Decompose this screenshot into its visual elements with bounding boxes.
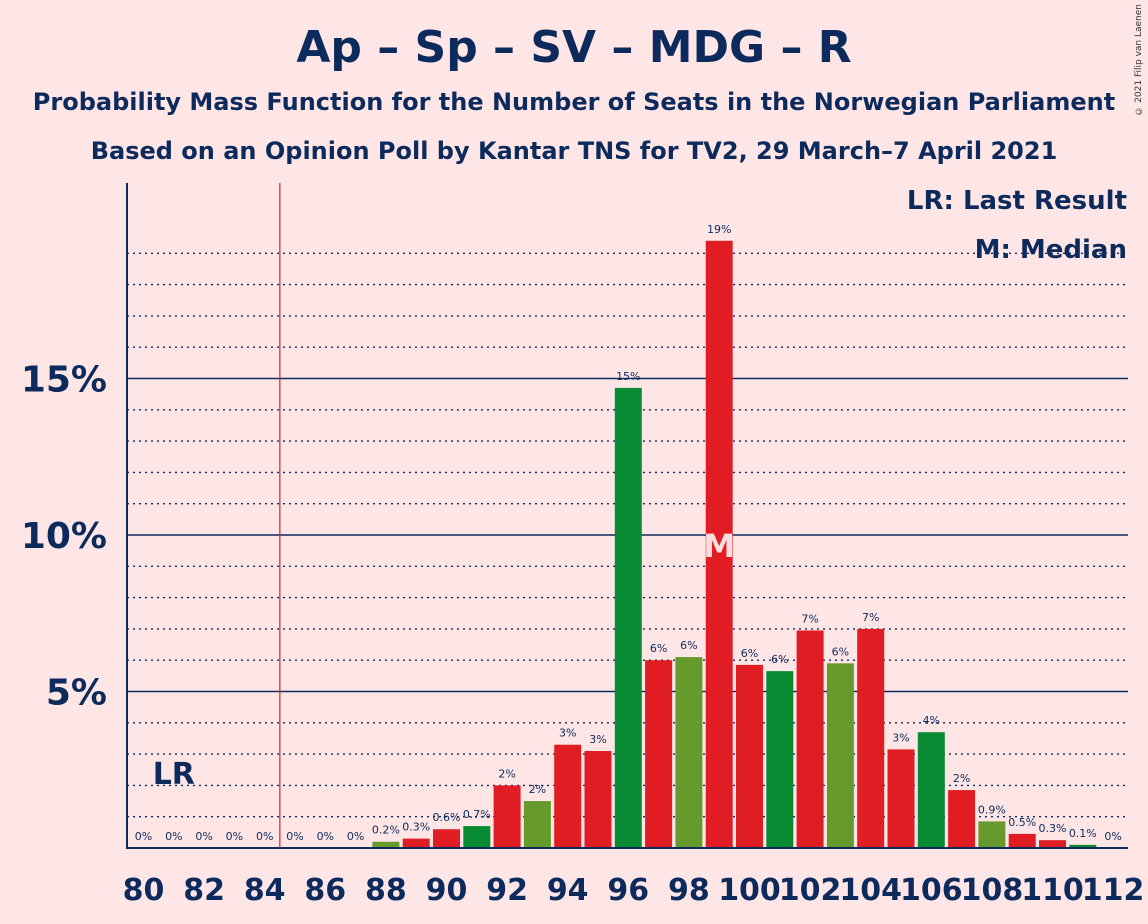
bar-label-86: 0% bbox=[317, 830, 334, 843]
legend-median: M: Median bbox=[975, 235, 1127, 265]
bar-98 bbox=[675, 657, 703, 848]
bar-label-109: 0.5% bbox=[1008, 816, 1036, 829]
x-tick-98: 98 bbox=[668, 873, 710, 908]
median-marker: M bbox=[703, 527, 735, 565]
x-tick-80: 80 bbox=[123, 873, 165, 908]
x-tick-112: 112 bbox=[1082, 873, 1145, 908]
chart-title: Ap – Sp – SV – MDG – R bbox=[296, 22, 852, 73]
bar-105 bbox=[887, 749, 915, 848]
bar-label-94: 3% bbox=[559, 727, 576, 740]
bar-103 bbox=[826, 663, 854, 848]
x-tick-92: 92 bbox=[486, 873, 528, 908]
x-tick-100: 100 bbox=[718, 873, 781, 908]
x-tick-96: 96 bbox=[607, 873, 649, 908]
x-tick-86: 86 bbox=[304, 873, 346, 908]
bar-95 bbox=[584, 750, 612, 848]
x-tick-104: 104 bbox=[839, 873, 902, 908]
bar-label-93: 2% bbox=[529, 783, 546, 796]
bar-109 bbox=[1008, 833, 1036, 848]
grid-lines bbox=[127, 252, 1128, 818]
bar-label-111: 0.1% bbox=[1069, 827, 1097, 840]
bar-100 bbox=[736, 664, 763, 848]
bar-label-104: 7% bbox=[862, 611, 879, 624]
bar-label-97: 6% bbox=[650, 642, 667, 655]
bar-label-98: 6% bbox=[680, 639, 697, 652]
bar-label-102: 7% bbox=[801, 612, 818, 625]
bar-101 bbox=[766, 671, 794, 848]
bar-label-110: 0.3% bbox=[1039, 822, 1067, 835]
bar-110 bbox=[1039, 840, 1066, 848]
bar-93 bbox=[523, 801, 551, 848]
bar-label-100: 6% bbox=[741, 647, 758, 660]
bar-90 bbox=[433, 829, 460, 848]
bar-label-91: 0.7% bbox=[463, 808, 491, 821]
bar-111 bbox=[1069, 844, 1097, 848]
bar-label-106: 4% bbox=[923, 714, 940, 727]
bar-label-89: 0.3% bbox=[402, 821, 430, 834]
bar-92 bbox=[493, 785, 521, 848]
bar-label-103: 6% bbox=[832, 645, 849, 658]
bar-88 bbox=[372, 841, 400, 848]
bar-label-81: 0% bbox=[165, 830, 182, 843]
x-tick-84: 84 bbox=[244, 873, 286, 908]
bar-89 bbox=[402, 838, 430, 848]
bar-107 bbox=[948, 790, 976, 848]
bar-label-87: 0% bbox=[347, 830, 364, 843]
y-tick-10: 10% bbox=[21, 516, 107, 557]
legend-last-result: LR: Last Result bbox=[907, 186, 1127, 216]
bar-91 bbox=[463, 826, 491, 848]
bar-99 bbox=[705, 240, 733, 848]
bar-label-96: 15% bbox=[616, 370, 640, 383]
chart-subtitle: Probability Mass Function for the Number… bbox=[32, 88, 1116, 116]
x-tick-labels: 80 82 84 86 88 90 92 94 96 98 10010210410610811011… bbox=[123, 873, 1145, 908]
x-tick-90: 90 bbox=[426, 873, 468, 908]
x-tick-94: 94 bbox=[547, 873, 589, 908]
bar-97 bbox=[645, 660, 673, 848]
bar-label-101: 6% bbox=[771, 653, 788, 666]
y-tick-15: 15% bbox=[21, 360, 107, 401]
bar-label-85: 0% bbox=[286, 830, 303, 843]
last-result-marker: LR bbox=[153, 757, 195, 792]
bar-96 bbox=[614, 387, 642, 848]
bar-106 bbox=[917, 732, 945, 848]
x-tick-82: 82 bbox=[183, 873, 225, 908]
bar-label-107: 2% bbox=[953, 772, 970, 785]
bar-label-92: 2% bbox=[498, 767, 515, 780]
y-tick-5: 5% bbox=[46, 673, 107, 714]
markers: LR M bbox=[153, 183, 735, 848]
x-tick-110: 110 bbox=[1021, 873, 1084, 908]
bar-94 bbox=[554, 744, 582, 848]
chart-source-line: Based on an Opinion Poll by Kantar TNS f… bbox=[90, 137, 1058, 165]
bar-label-99: 19% bbox=[707, 223, 731, 236]
bar-label-80: 0% bbox=[135, 830, 152, 843]
x-tick-108: 108 bbox=[961, 873, 1024, 908]
bar-label-84: 0% bbox=[256, 830, 273, 843]
axes bbox=[126, 183, 1128, 849]
bar-label-90: 0.6% bbox=[433, 811, 461, 824]
bar-104 bbox=[857, 628, 885, 848]
bar-label-108: 0.9% bbox=[978, 803, 1006, 816]
bar-label-105: 3% bbox=[892, 731, 909, 744]
bar-108 bbox=[978, 821, 1006, 848]
x-tick-102: 102 bbox=[779, 873, 842, 908]
bar-label-112: 0% bbox=[1104, 830, 1121, 843]
bar-102 bbox=[796, 630, 824, 848]
bar-label-88: 0.2% bbox=[372, 824, 400, 837]
bar-labels: 0% 0% 0% 0% 0% 0% 0% 0% 0.2% 0.3%0.6% 0.7%2%2%3% 3%… bbox=[135, 223, 1122, 843]
bars bbox=[372, 240, 1097, 848]
x-tick-88: 88 bbox=[365, 873, 407, 908]
x-tick-106: 106 bbox=[900, 873, 963, 908]
y-tick-labels: 5% 10% 15% bbox=[21, 360, 107, 714]
bar-label-95: 3% bbox=[589, 733, 606, 746]
bar-label-82: 0% bbox=[195, 830, 212, 843]
bar-label-83: 0% bbox=[226, 830, 243, 843]
